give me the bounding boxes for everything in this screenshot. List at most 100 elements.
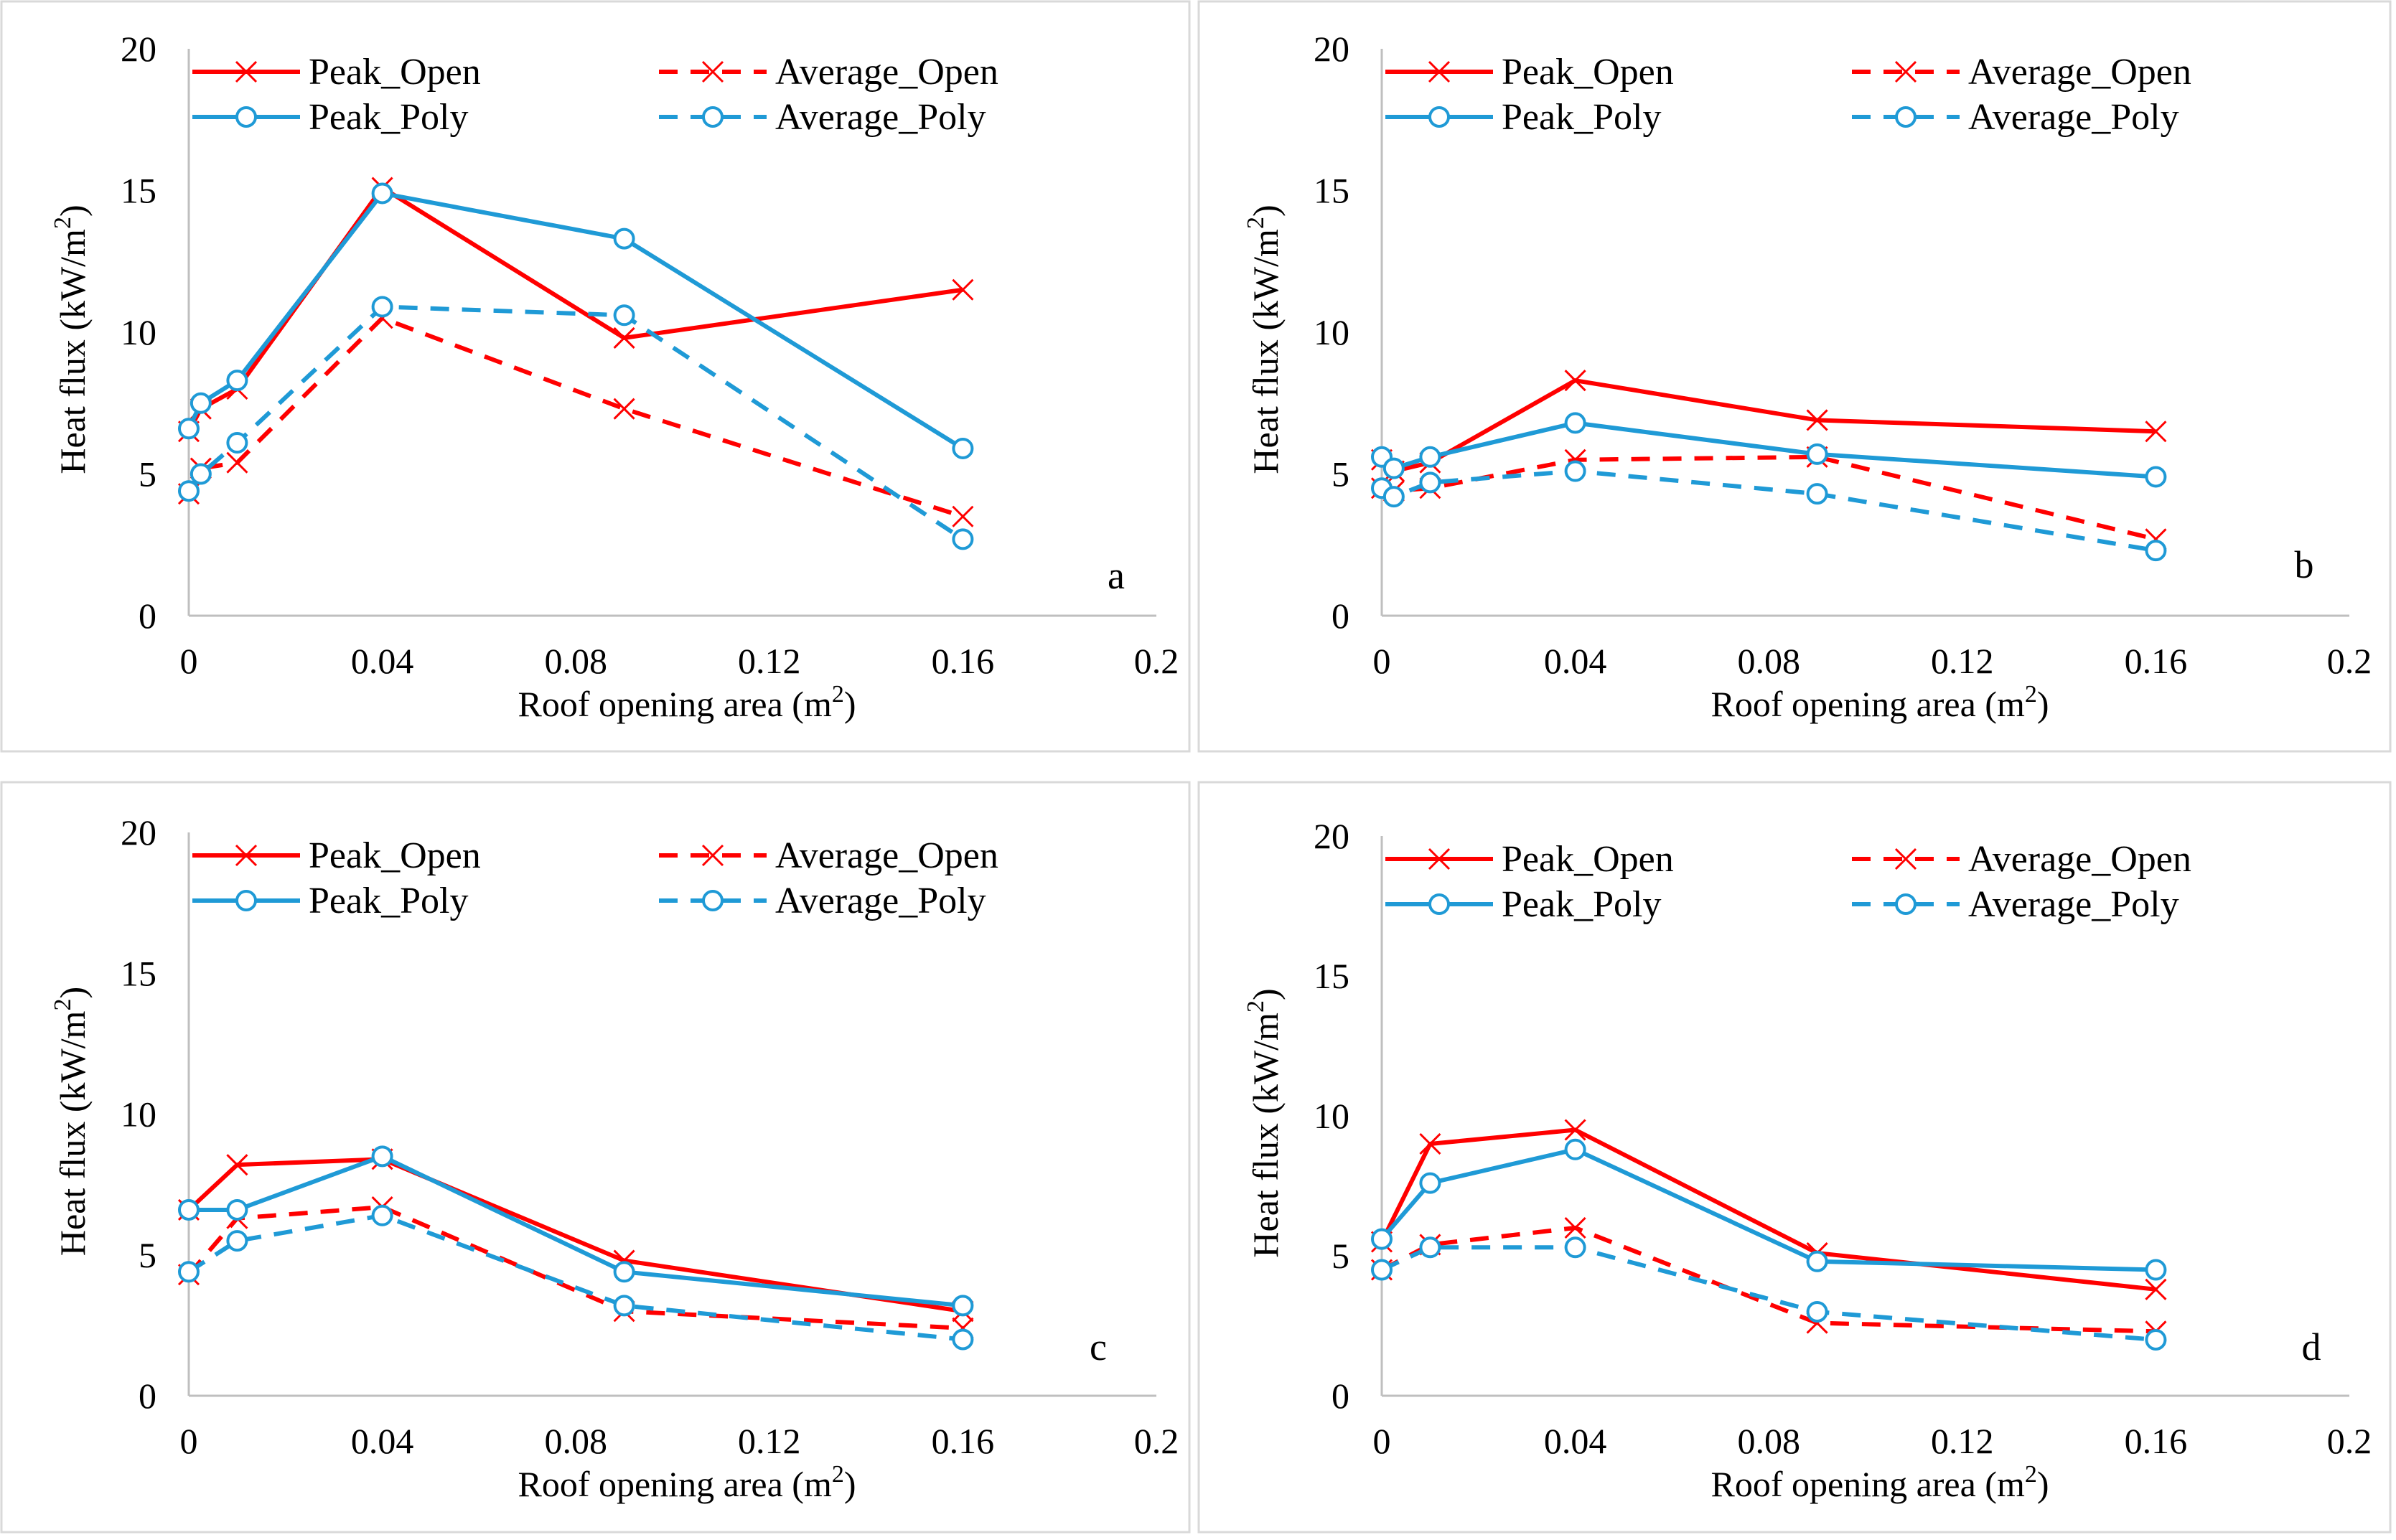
data-point — [1419, 471, 1441, 494]
legend-label: Peak_Poly — [309, 881, 468, 921]
data-point — [952, 1328, 974, 1351]
data-point — [1806, 483, 1828, 505]
data-point-b — [226, 1154, 248, 1176]
y-tick-label: 20 — [1314, 29, 1349, 69]
legend-marker-b — [1428, 848, 1451, 870]
data-point — [1419, 1172, 1441, 1194]
data-point — [1806, 1301, 1828, 1323]
panel-letter: a — [1108, 554, 1125, 597]
data-point — [613, 304, 635, 327]
legend-label: Peak_Open — [309, 835, 481, 876]
y-axis-title-sup: 2 — [1243, 1000, 1269, 1013]
series-peak-poly — [178, 1145, 974, 1317]
legend-label: Average_Open — [775, 835, 998, 876]
legend-label: Average_Poly — [1968, 884, 2179, 925]
data-point — [2145, 1259, 2167, 1281]
series-average-open — [177, 307, 974, 527]
x-tick-label: 0 — [1373, 641, 1391, 681]
legend-label: Peak_Open — [1502, 839, 1674, 880]
legend-marker-b — [1894, 848, 1917, 870]
y-axis-title-base: Heat flux (kW/m — [52, 229, 93, 474]
legend: Peak_Open Average_Open Peak_Poly Average_Po… — [1385, 52, 2191, 138]
legend-marker — [702, 106, 724, 128]
legend-label: Peak_Poly — [309, 97, 468, 138]
legend-label: Peak_Poly — [1502, 884, 1661, 925]
series-line — [189, 1154, 963, 1308]
y-tick-label: 10 — [1314, 1096, 1349, 1136]
x-axis-title-tail: ) — [844, 1464, 856, 1504]
series-peak-poly — [1371, 1138, 2167, 1281]
x-tick-label: 0 — [180, 1421, 198, 1461]
legend-marker-b — [1428, 60, 1451, 83]
data-point — [613, 1295, 635, 1317]
series-peak-open — [177, 177, 974, 443]
data-point — [952, 528, 974, 550]
x-axis-title-sup: 2 — [832, 1461, 844, 1488]
data-point — [226, 1230, 248, 1252]
y-axis-title-tail: ) — [52, 987, 93, 999]
legend-label: Average_Poly — [1968, 97, 2179, 138]
y-axis-title-tail: ) — [1245, 988, 1286, 1000]
data-point — [178, 1261, 200, 1283]
legend-marker-b — [1894, 60, 1917, 83]
data-point-b — [613, 398, 635, 420]
x-tick-label: 0.04 — [351, 1421, 414, 1461]
x-axis-title-sup: 2 — [2025, 1461, 2037, 1488]
y-axis-title-sup: 2 — [50, 217, 76, 229]
x-tick-label: 0.12 — [738, 641, 801, 681]
y-axis-title-tail: ) — [1245, 205, 1286, 217]
series-line — [187, 191, 964, 451]
y-tick-label: 10 — [121, 312, 156, 352]
y-tick-label: 15 — [1314, 956, 1349, 996]
data-point — [613, 1261, 635, 1283]
data-point — [1419, 1236, 1441, 1259]
data-point — [2145, 540, 2167, 562]
panel-letter: c — [1090, 1325, 1107, 1368]
x-tick-label: 0.12 — [738, 1421, 801, 1461]
legend-marker — [235, 106, 257, 128]
x-tick-label: 0.04 — [1544, 641, 1607, 681]
series-peak-open — [1370, 370, 2167, 482]
series-average-poly — [1371, 460, 2167, 562]
y-tick-label: 10 — [121, 1094, 156, 1135]
x-axis-title-base: Roof opening area (m — [518, 1464, 831, 1504]
chart-panel-a: 0 5 10 15 20 0 0.04 0.08 0.12 0.16 0.2 Roof opening… — [0, 0, 1191, 753]
legend-label: Peak_Open — [1502, 52, 1674, 93]
y-axis-title: Heat flux (kW/m2) — [1243, 205, 1286, 474]
x-tick-label: 0.12 — [1931, 1421, 1994, 1461]
chart-panel-c: 0 5 10 15 20 0 0.04 0.08 0.12 0.16 0.2 Roof opening… — [0, 781, 1191, 1534]
x-axis-title-base: Roof opening area (m — [1711, 684, 2024, 724]
data-point — [371, 296, 393, 318]
x-tick-label: 0 — [180, 641, 198, 681]
chart-panel-d: 0 5 10 15 20 0 0.04 0.08 0.12 0.16 0.2 Roof opening… — [1197, 781, 2392, 1534]
series-line — [1380, 1245, 2156, 1342]
data-point-b — [613, 327, 635, 349]
data-point — [1564, 1138, 1586, 1160]
data-point — [1806, 443, 1828, 465]
x-tick-label: 0.2 — [1134, 1421, 1179, 1461]
y-axis-title-base: Heat flux (kW/m — [1245, 229, 1286, 474]
x-tick-label: 0.16 — [932, 1421, 995, 1461]
y-axis-title: Heat flux (kW/m2) — [50, 987, 93, 1256]
y-tick-label: 10 — [1314, 312, 1349, 352]
data-point-b — [1564, 1119, 1586, 1141]
series-line — [187, 304, 965, 541]
data-point-b — [226, 451, 248, 474]
data-point — [1382, 486, 1405, 508]
data-point-b — [952, 278, 974, 301]
legend-label: Average_Open — [775, 52, 998, 93]
x-tick-label: 0.2 — [1134, 641, 1179, 681]
data-point — [952, 1295, 974, 1317]
x-tick-label: 0 — [1373, 1421, 1391, 1461]
x-axis-title-sup: 2 — [832, 681, 844, 708]
x-axis-title-base: Roof opening area (m — [1711, 1464, 2024, 1504]
series-peak-poly — [178, 182, 974, 459]
x-tick-label: 0.16 — [2125, 1421, 2188, 1461]
data-point — [613, 227, 635, 250]
legend-marker-b — [235, 60, 258, 83]
y-axis-title-base: Heat flux (kW/m — [1245, 1013, 1286, 1258]
panel-letter: d — [2302, 1325, 2321, 1368]
x-axis-title-sup: 2 — [2025, 681, 2037, 708]
legend-marker — [702, 890, 724, 911]
